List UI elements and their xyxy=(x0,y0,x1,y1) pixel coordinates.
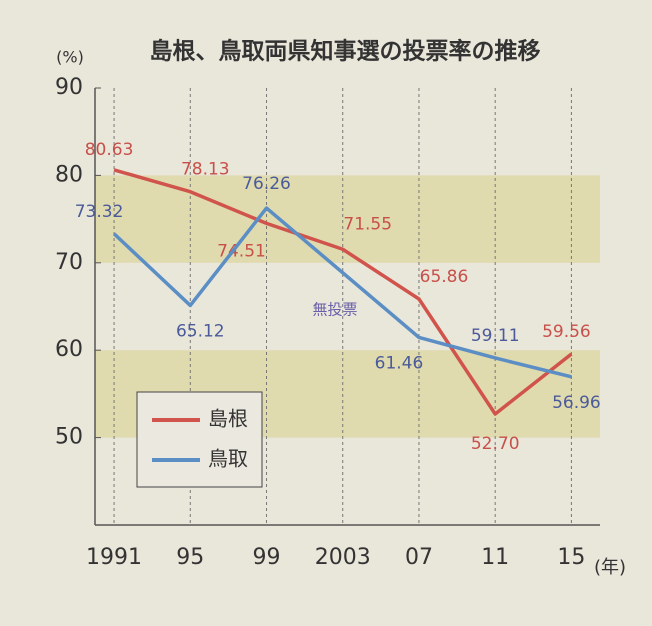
value-label: 56.96 xyxy=(552,393,601,413)
x-tick-label: 99 xyxy=(253,545,281,570)
value-label: 59.11 xyxy=(471,326,520,346)
y-tick-label: 90 xyxy=(55,75,83,100)
y-tick-label: 50 xyxy=(55,425,83,450)
value-label: 74.51 xyxy=(217,241,266,261)
line xyxy=(112,206,572,379)
value-label: 65.86 xyxy=(420,267,469,287)
value-label: 80.63 xyxy=(85,140,134,160)
y-tick-label: 70 xyxy=(55,250,83,275)
x-tick-label: 07 xyxy=(405,545,433,570)
legend-label: 鳥取 xyxy=(208,447,248,471)
value-label: 76.26 xyxy=(242,174,291,194)
x-tick-label: 95 xyxy=(176,545,204,570)
annotation: 無投票 xyxy=(312,301,357,319)
value-label: 78.13 xyxy=(181,160,230,180)
y-tick-label: 60 xyxy=(55,337,83,362)
legend-label: 島根 xyxy=(208,407,248,431)
chart-title: 島根、鳥取両県知事選の投票率の推移 xyxy=(150,38,541,65)
value-label: 59.56 xyxy=(542,322,591,342)
value-label: 61.46 xyxy=(375,353,424,373)
value-label: 65.12 xyxy=(176,321,225,341)
value-label: 71.55 xyxy=(343,214,392,234)
x-unit: (年) xyxy=(594,557,626,578)
y-unit: (%) xyxy=(56,48,84,67)
line xyxy=(113,168,573,416)
x-tick-label: 2003 xyxy=(315,545,371,570)
legend-box xyxy=(136,391,263,488)
value-label: 52.70 xyxy=(471,434,520,454)
value-label: 73.32 xyxy=(75,202,124,222)
x-tick-label: 11 xyxy=(481,545,509,570)
x-tick-label: 15 xyxy=(557,545,585,570)
y-tick-label: 80 xyxy=(55,162,83,187)
x-tick-label: 1991 xyxy=(86,545,142,570)
